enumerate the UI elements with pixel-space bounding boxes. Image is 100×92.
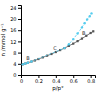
point (90, 12, 92, 14)
axis-line (18, 6, 22, 76)
tick: 20 (10, 16, 21, 22)
series-line (23, 13, 92, 64)
tick-label: 16 (10, 27, 16, 33)
tick: 8 (13, 50, 21, 56)
point (89, 15, 91, 17)
tick-mark (18, 8, 21, 9)
point (22, 63, 24, 65)
tick-mark (18, 30, 21, 31)
chart: 0 0.2 0.4 0.6 0.8 0 4 8 12 16 20 24 B C Bp/p° n /mmol g… (0, 0, 100, 92)
tick-label: 0.8 (87, 78, 95, 84)
tick-mark (18, 41, 21, 42)
tick-mark (18, 53, 21, 54)
tick: 0 (20, 75, 23, 84)
tick: 4 (13, 61, 21, 67)
tick: 16 (10, 27, 21, 33)
point (76, 40, 78, 42)
point (22, 63, 24, 65)
tick: 0.4 (52, 75, 60, 84)
marks (22, 12, 95, 65)
point (24, 62, 26, 64)
point (81, 26, 83, 28)
tick-label: 4 (13, 61, 16, 67)
point (76, 32, 78, 34)
point (27, 62, 29, 64)
y-axis-title: n /mmol g⁻¹ (0, 23, 7, 56)
tick: 0.6 (70, 75, 78, 84)
tick-mark (18, 19, 21, 20)
y-axis: 0 4 8 12 16 20 24 (10, 5, 21, 78)
plot: 0 0.2 0.4 0.6 0.8 0 4 8 12 16 20 24 B C B (10, 5, 95, 84)
annotation: C (53, 45, 57, 51)
tick: 12 (10, 39, 21, 45)
point (30, 60, 32, 62)
tick-label: 8 (13, 50, 16, 56)
tick-label: 0 (13, 72, 16, 78)
point (92, 30, 94, 32)
tick-label: 0.2 (35, 78, 43, 84)
tick: 0.2 (35, 75, 43, 84)
point (68, 43, 70, 45)
tick-label: 0 (20, 78, 23, 84)
tick: 24 (10, 5, 21, 11)
point (30, 60, 32, 62)
point (83, 22, 85, 24)
series-line (23, 31, 94, 64)
annotation: B (82, 30, 86, 36)
tick-label: 12 (10, 39, 16, 45)
point (63, 47, 65, 49)
point (85, 35, 87, 37)
tick-mark (18, 64, 21, 65)
tick-mark (18, 75, 21, 76)
x-axis-title: p/p° (52, 85, 64, 92)
tick-label: 0.4 (52, 78, 60, 84)
point (86, 18, 88, 20)
point (81, 38, 83, 40)
point (72, 38, 74, 40)
point (24, 62, 26, 64)
tick: 0 (13, 72, 21, 78)
x-axis: 0 0.2 0.4 0.6 0.8 (20, 75, 96, 84)
point (63, 47, 65, 49)
tick-label: 20 (10, 16, 16, 22)
annotation: B (26, 55, 30, 61)
tick-label: 0.6 (70, 78, 78, 84)
point (72, 43, 74, 45)
tick: 0.8 (87, 75, 95, 84)
point (90, 32, 92, 34)
tick-label: 24 (10, 5, 16, 11)
point (27, 61, 29, 63)
